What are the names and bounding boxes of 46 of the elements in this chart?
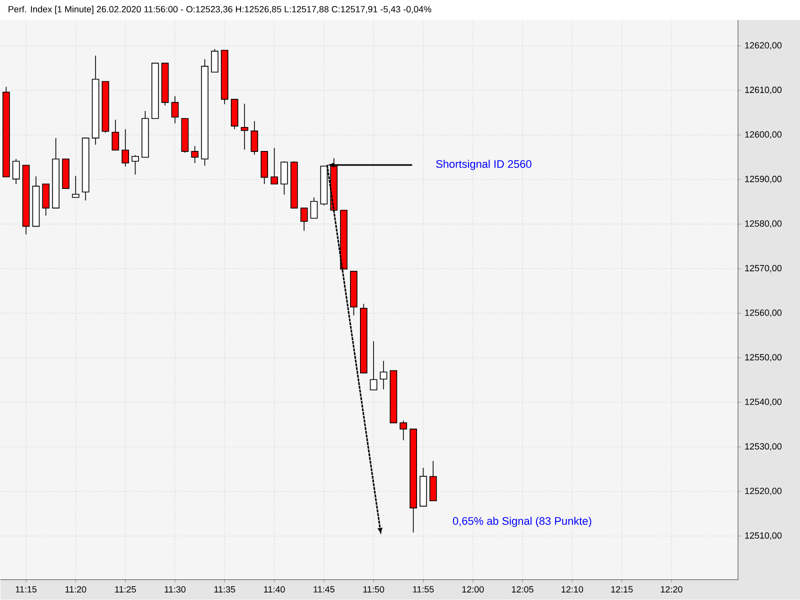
x-tick-label: 12:05 xyxy=(512,586,534,593)
annotation: Shortsignal ID 2560 xyxy=(436,160,532,170)
candlestick xyxy=(122,128,130,168)
x-tick-label: 11:25 xyxy=(115,586,136,593)
candlestick xyxy=(132,154,139,176)
y-tick-label: 12600,00 xyxy=(745,131,782,139)
candlestick xyxy=(270,148,278,185)
candlestick xyxy=(211,48,218,73)
y-tick-label: 12540,00 xyxy=(745,398,782,406)
y-tick-label: 12610,00 xyxy=(745,86,782,94)
candlestick xyxy=(310,197,318,219)
y-tick-label: 12590,00 xyxy=(745,176,782,184)
candlestick xyxy=(171,96,179,124)
y-tick-label: 12550,00 xyxy=(745,354,782,362)
candlestick xyxy=(280,161,288,196)
candlestick xyxy=(72,176,80,198)
candlestick xyxy=(250,120,258,156)
y-tick-label: 12580,00 xyxy=(745,220,782,228)
annotation: 0,65% ab Signal (83 Punkte) xyxy=(452,516,592,528)
y-tick-label: 12520,00 xyxy=(745,488,782,496)
candlestick xyxy=(380,360,388,390)
x-tick-label: 11:55 xyxy=(413,586,434,593)
x-tick-label: 11:40 xyxy=(264,586,285,593)
y-tick-label: 12570,00 xyxy=(745,265,782,272)
candlestick xyxy=(370,341,378,390)
x-tick-label: 11:20 xyxy=(65,586,86,593)
candlestick xyxy=(12,158,20,185)
x-tick-label: 11:15 xyxy=(16,586,37,593)
candlestick xyxy=(240,104,248,150)
x-tick-label: 12:00 xyxy=(462,586,484,593)
candlestick xyxy=(191,146,198,164)
x-tick-label: 11:30 xyxy=(164,586,186,593)
x-tick-label: 12:10 xyxy=(562,586,584,593)
candlestick xyxy=(112,120,120,151)
chart-title: Perf. Index [1 Minute] 26.02.2020 11:56:00 - O:12523,36 H:12526,85 L:12517,88 C:12517,91 -5,43 -0,04% xyxy=(8,6,432,14)
x-tick-label: 12:20 xyxy=(660,586,682,593)
x-tick-label: 11:50 xyxy=(363,586,384,593)
candlestick xyxy=(400,420,408,441)
x-tick-label: 12:15 xyxy=(611,586,633,593)
candlestick xyxy=(300,208,308,232)
y-tick-label: 12620,00 xyxy=(745,42,782,50)
x-tick-label: 11:35 xyxy=(214,586,236,593)
y-tick-label: 12560,00 xyxy=(745,310,782,318)
x-tick-label: 11:45 xyxy=(314,586,334,593)
y-tick-label: 12510,00 xyxy=(745,532,782,540)
y-tick-label: 12530,00 xyxy=(745,443,782,451)
